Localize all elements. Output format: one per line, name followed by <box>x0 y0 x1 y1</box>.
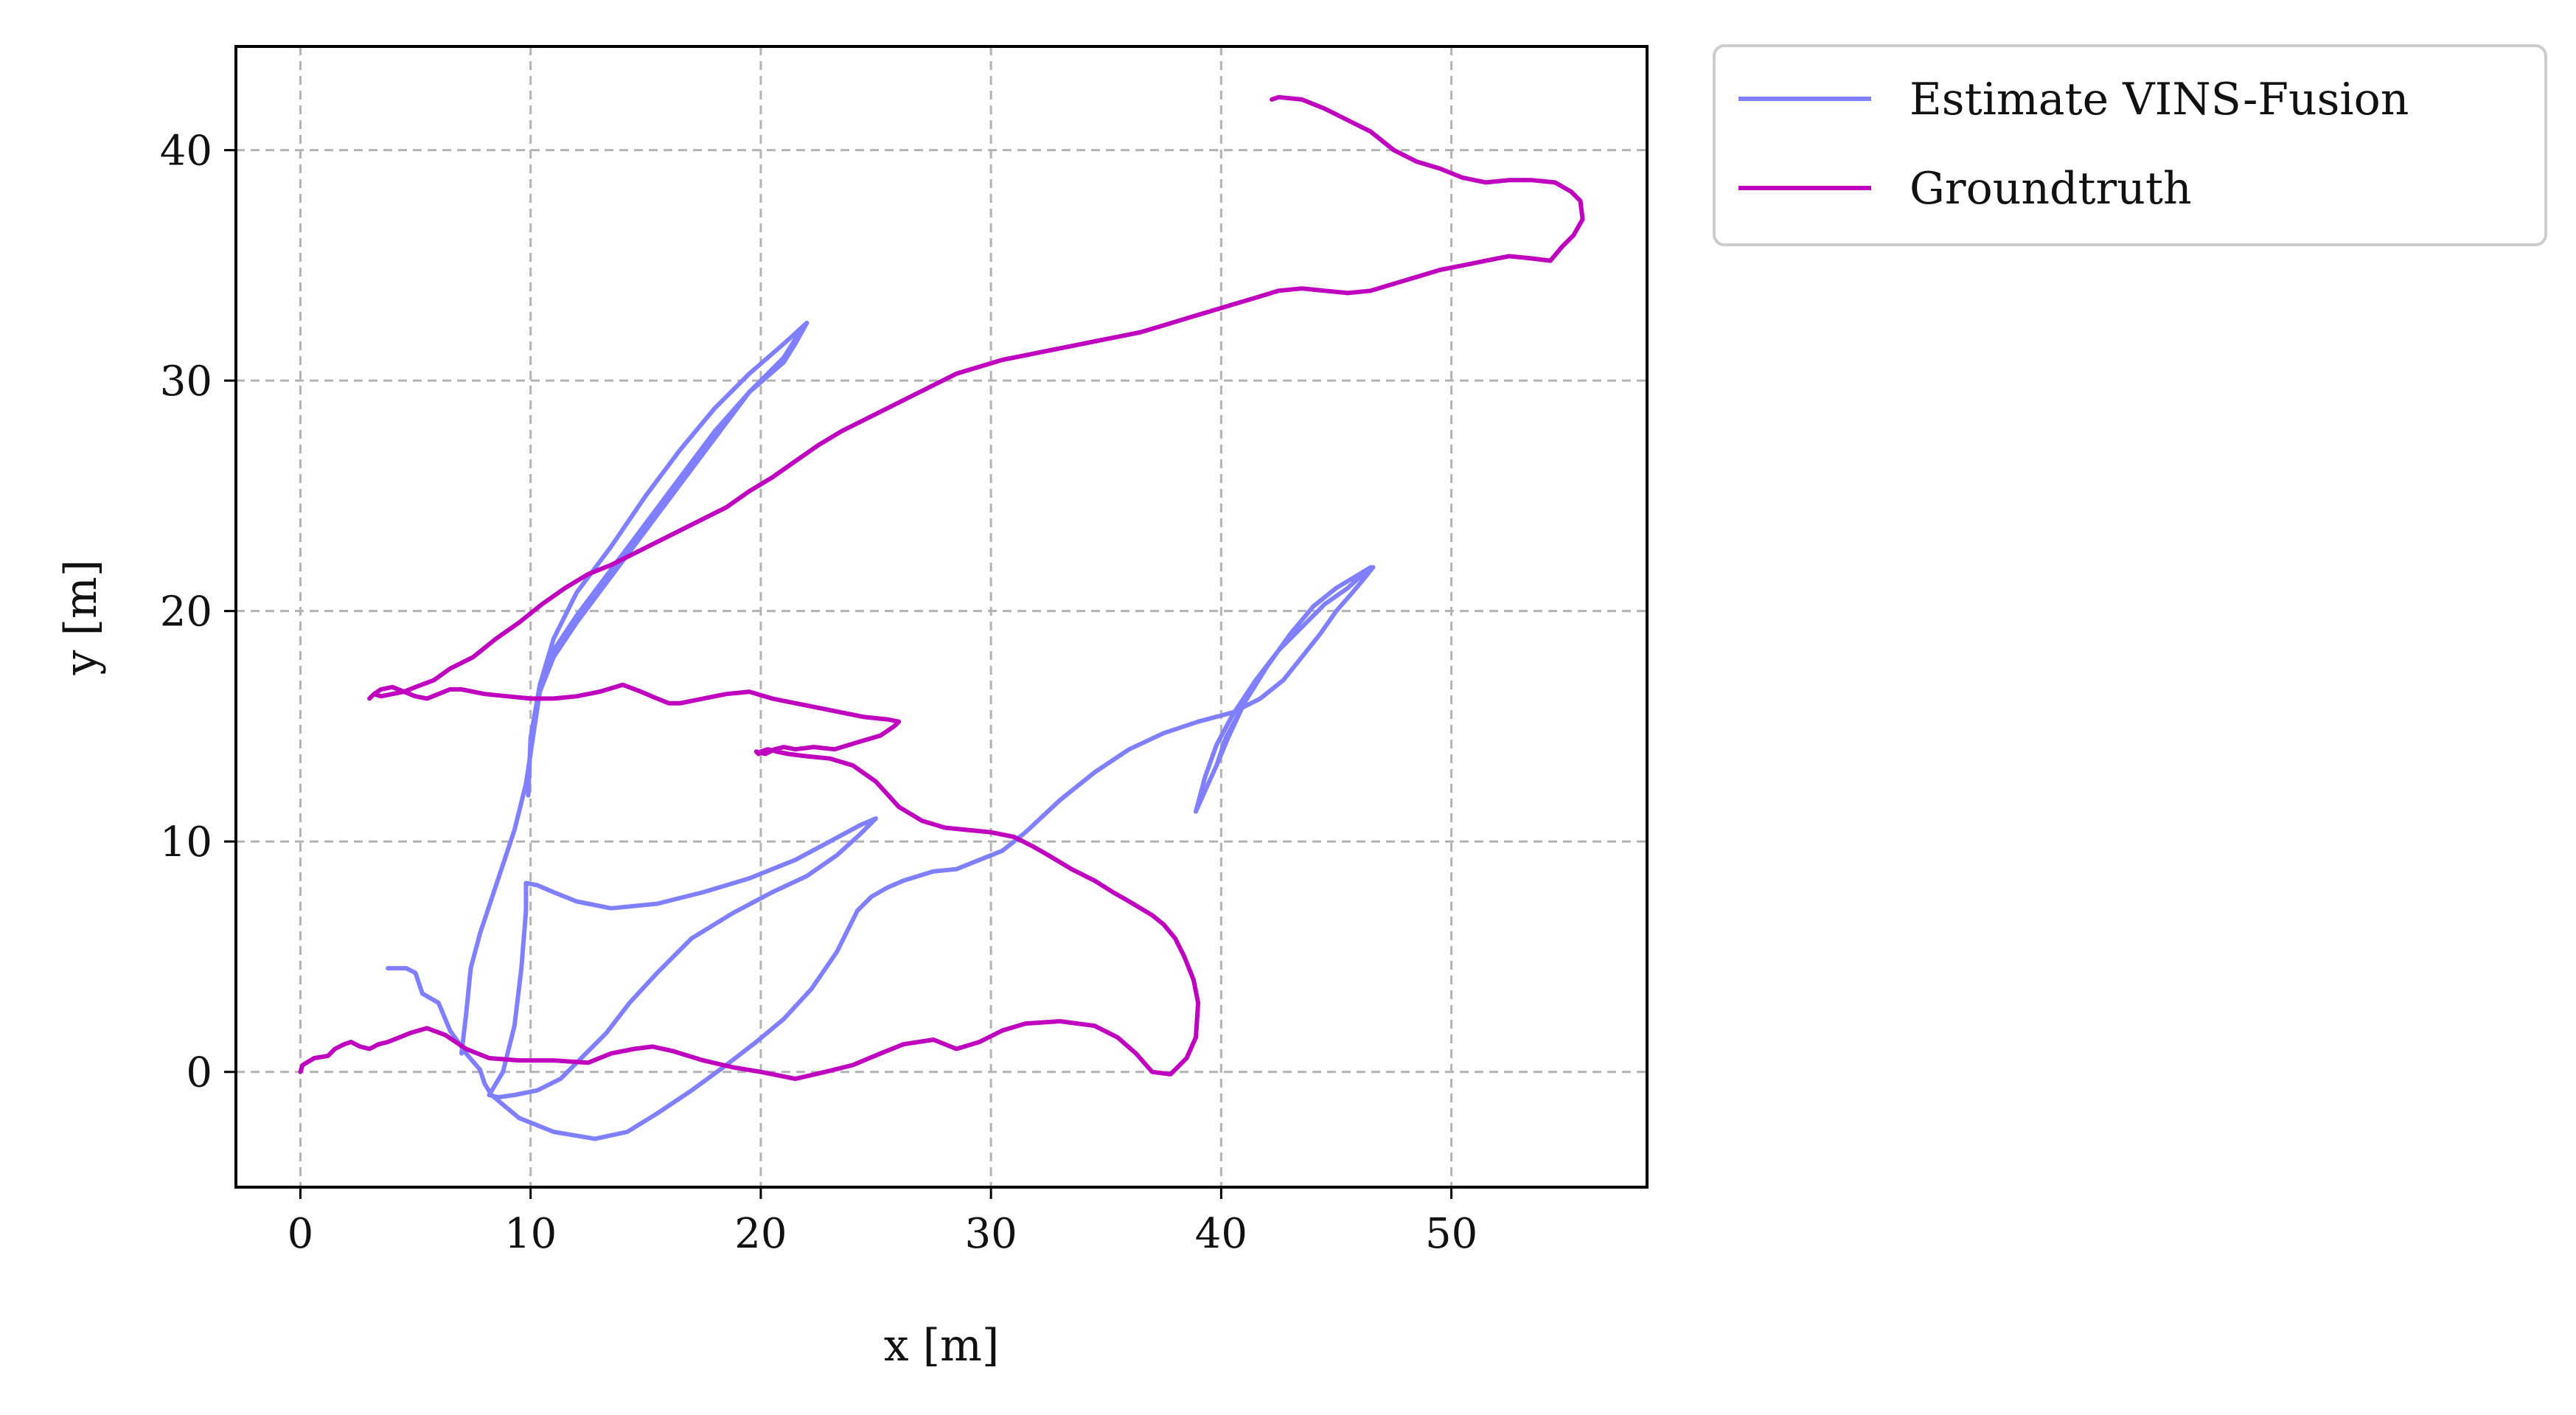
series-layer <box>298 94 1585 1141</box>
legend-label-groundtruth: Groundtruth <box>1910 163 2192 215</box>
y-axis-label: y [m] <box>55 560 107 676</box>
series-line-estimate-vins-fusion <box>487 816 878 1100</box>
axes-frame <box>234 45 1649 1189</box>
legend-box <box>1713 44 2547 246</box>
ticks: 0 10 20 30 40 50 0 10 20 30 40 <box>160 128 1477 1258</box>
legend: Estimate VINS-Fusion Groundtruth <box>1713 44 2547 246</box>
series-line-estimate-vins-fusion <box>526 321 810 798</box>
x-tick-label: 30 <box>964 1210 1017 1258</box>
y-tick-label: 10 <box>160 818 212 866</box>
series-line-groundtruth <box>298 94 1585 1082</box>
x-tick-label: 0 <box>288 1210 314 1258</box>
legend-label-estimate: Estimate VINS-Fusion <box>1910 74 2409 125</box>
grid <box>236 46 1647 1187</box>
y-tick-label: 20 <box>160 588 212 636</box>
y-tick-label: 30 <box>160 358 212 406</box>
x-tick-label: 20 <box>734 1210 787 1258</box>
x-axis-label: x [m] <box>884 1320 1000 1371</box>
x-tick-label: 10 <box>504 1210 557 1258</box>
series-line-estimate-vins-fusion <box>386 565 1376 1141</box>
y-tick-label: 0 <box>186 1049 212 1097</box>
y-tick-label: 40 <box>160 128 212 175</box>
x-tick-label: 50 <box>1425 1210 1477 1258</box>
x-tick-label: 40 <box>1195 1210 1247 1258</box>
